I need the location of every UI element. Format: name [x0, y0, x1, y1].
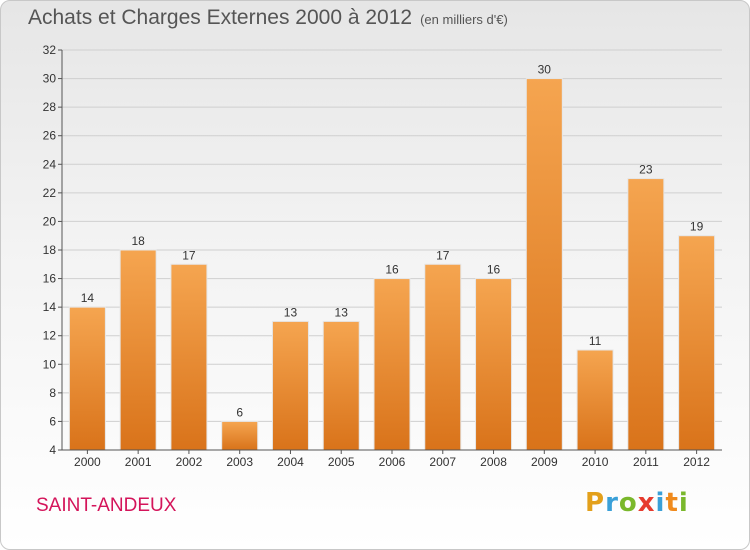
bar-2009: [525, 78, 563, 451]
data-label-2003: 6: [236, 405, 243, 419]
y-tick-label: 10: [43, 357, 57, 371]
y-tick-label: 26: [43, 129, 57, 143]
data-label-2004: 13: [284, 305, 298, 319]
bar-2012: [678, 235, 716, 451]
logo-letter: i: [655, 488, 666, 518]
data-label-2006: 16: [385, 263, 399, 277]
logo-letter: i: [678, 488, 689, 518]
x-tick-label-2007: 2007: [429, 455, 456, 469]
data-label-2007: 17: [436, 248, 450, 262]
bar-2006: [373, 278, 411, 451]
proxiti-logo: Proxiti: [585, 488, 689, 518]
y-tick-label: 8: [49, 386, 56, 400]
x-tick-label-2006: 2006: [379, 455, 406, 469]
bar-2002: [170, 263, 208, 451]
bar-2010: [576, 349, 614, 451]
chart-title: Achats et Charges Externes 2000 à 2012 (e…: [28, 6, 508, 30]
x-tick-label-2008: 2008: [480, 455, 507, 469]
x-tick-label-2010: 2010: [582, 455, 609, 469]
x-tick-label-2005: 2005: [328, 455, 355, 469]
logo-letter: t: [665, 488, 679, 518]
bar-2008: [475, 278, 513, 451]
y-tick-label: 30: [43, 72, 57, 86]
data-label-2000: 14: [81, 291, 95, 305]
data-label-2011: 23: [639, 163, 653, 177]
x-tick-label-2011: 2011: [633, 455, 659, 469]
chart-title-text: Achats et Charges Externes 2000 à 2012: [28, 6, 413, 29]
data-label-2002: 17: [182, 248, 196, 262]
logo-letter: x: [637, 488, 656, 518]
x-tick-label-2001: 2001: [125, 455, 152, 469]
bar-2000: [68, 306, 106, 451]
y-tick-label: 6: [49, 414, 56, 428]
data-label-2010: 11: [589, 334, 602, 348]
y-tick-label: 20: [43, 214, 57, 228]
y-tick-label: 32: [43, 43, 57, 57]
x-tick-label-2004: 2004: [277, 455, 304, 469]
bar-2004: [271, 320, 309, 451]
x-tick-label-2000: 2000: [74, 455, 101, 469]
data-label-2005: 13: [335, 305, 349, 319]
y-tick-label: 22: [43, 186, 57, 200]
commune-name: SAINT-ANDEUX: [36, 495, 177, 516]
y-tick-label: 12: [43, 329, 57, 343]
data-label-2012: 19: [690, 220, 704, 234]
x-tick-label-2002: 2002: [176, 455, 203, 469]
y-tick-label: 4: [49, 443, 56, 457]
x-tick-label-2012: 2012: [683, 455, 710, 469]
logo-letter: r: [605, 488, 619, 518]
bar-2001: [119, 249, 157, 451]
bar-2003: [221, 420, 259, 451]
y-tick-label: 24: [43, 157, 57, 171]
bar-2007: [424, 263, 462, 451]
x-tick-label-2003: 2003: [226, 455, 253, 469]
bar-2011: [627, 178, 665, 451]
data-label-2008: 16: [487, 263, 501, 277]
logo-letter: o: [618, 488, 638, 518]
y-tick-label: 18: [43, 243, 57, 257]
bar-2005: [322, 320, 360, 451]
chart-subtitle: (en milliers d'€): [420, 12, 508, 27]
logo-letter: P: [585, 488, 606, 518]
x-tick-label-2009: 2009: [531, 455, 558, 469]
y-tick-label: 16: [43, 272, 57, 286]
y-tick-label: 28: [43, 100, 57, 114]
data-label-2001: 18: [131, 234, 145, 248]
y-tick-label: 14: [43, 300, 57, 314]
data-label-2009: 30: [538, 63, 552, 77]
